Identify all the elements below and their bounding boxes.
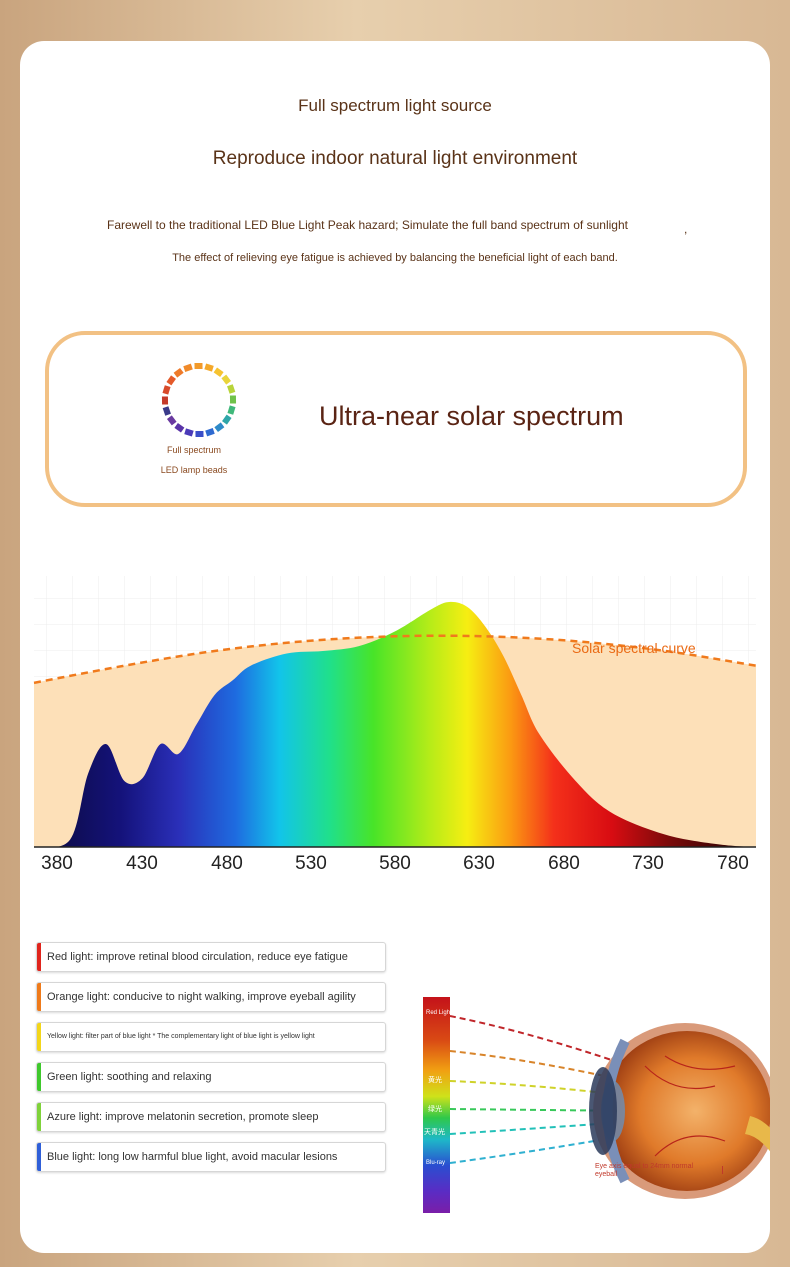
light-list-item: Red light: improve retinal blood circula… bbox=[36, 942, 386, 972]
wheel-segment bbox=[229, 395, 237, 404]
color-indicator bbox=[37, 983, 41, 1011]
color-indicator bbox=[37, 1023, 41, 1051]
wheel-segment bbox=[174, 423, 185, 433]
wheel-segment bbox=[183, 363, 193, 372]
wheel-segment bbox=[194, 362, 203, 370]
light-list-text: Azure light: improve melatonin secretion… bbox=[47, 1111, 319, 1123]
caption-marker bbox=[722, 1166, 723, 1174]
light-list-item: Green light: soothing and relaxing bbox=[36, 1062, 386, 1092]
wheel-label-led-beads: LED lamp beads bbox=[160, 465, 228, 475]
light-list-item: Yellow light: filter part of blue light … bbox=[36, 1022, 386, 1052]
bar-label-green: 绿光 bbox=[428, 1104, 442, 1113]
wheel-segment bbox=[184, 428, 194, 437]
wheel-segment bbox=[227, 405, 236, 415]
light-list-text: Orange light: conducive to night walking… bbox=[47, 991, 356, 1003]
led-spectrum-area bbox=[34, 601, 756, 848]
x-tick-label: 430 bbox=[126, 853, 158, 874]
light-list-text: Yellow light: filter part of blue light … bbox=[47, 1033, 315, 1040]
wheel-segment bbox=[173, 367, 184, 378]
light-list-item: Azure light: improve melatonin secretion… bbox=[36, 1102, 386, 1132]
light-list-text: Green light: soothing and relaxing bbox=[47, 1071, 212, 1083]
solar-curve-line bbox=[33, 634, 757, 685]
x-tick-label: 480 bbox=[211, 853, 243, 874]
wheel-segment bbox=[222, 414, 232, 425]
solar-curve-annotation: Solar spectral curve bbox=[572, 640, 696, 656]
solar-box-title: Ultra-near solar spectrum bbox=[319, 401, 624, 431]
wheel-segment bbox=[221, 374, 232, 385]
wheel-segment bbox=[227, 384, 236, 394]
color-indicator bbox=[37, 1143, 41, 1171]
eye-diagram: Red Light 黄光 绿光 天青光 Blu-ray bbox=[423, 997, 770, 1213]
x-tick-label: 630 bbox=[463, 853, 495, 874]
light-list-item: Orange light: conducive to night walking… bbox=[36, 982, 386, 1012]
ray-blue bbox=[449, 1115, 736, 1164]
x-tick-label: 680 bbox=[548, 853, 580, 874]
bar-label-blue: Blu-ray bbox=[426, 1160, 445, 1166]
description-comma: , bbox=[684, 222, 688, 236]
color-indicator bbox=[37, 1103, 41, 1131]
wheel-segment bbox=[162, 406, 171, 416]
wheel-segment bbox=[166, 415, 177, 426]
bar-label-yellow: 黄光 bbox=[428, 1075, 442, 1084]
wheel-segment bbox=[204, 363, 214, 372]
spectrum-chart: Solar spectral curve bbox=[33, 576, 757, 848]
wheel-segment bbox=[162, 385, 171, 395]
x-tick-label: 380 bbox=[41, 853, 73, 874]
color-indicator bbox=[37, 1063, 41, 1091]
bar-label-azure: 天青光 bbox=[424, 1127, 445, 1136]
light-list-text: Red light: improve retinal blood circula… bbox=[47, 951, 348, 963]
light-list-item: Blue light: long low harmful blue light,… bbox=[36, 1142, 386, 1172]
wheel-segment bbox=[214, 422, 225, 433]
color-wheel-icon bbox=[161, 362, 237, 438]
wheel-segment bbox=[166, 375, 176, 386]
x-tick-label: 730 bbox=[632, 853, 664, 874]
x-tick-label: 780 bbox=[717, 853, 749, 874]
ray-orange bbox=[449, 1050, 736, 1109]
page-subtitle: Reproduce indoor natural light environme… bbox=[212, 148, 578, 169]
wheel-segment bbox=[205, 428, 215, 437]
bar-label-red: Red Light bbox=[426, 1010, 452, 1016]
description-line-1: Farewell to the traditional LED Blue Lig… bbox=[107, 218, 628, 232]
solar-spectrum-box: Full spectrum LED lamp beads Ultra-near … bbox=[45, 331, 747, 507]
x-axis-ticks: 380 430 480 530 580 630 680 730 780 bbox=[20, 853, 770, 879]
eyeball-illustration bbox=[589, 1023, 770, 1199]
ray-yellow bbox=[449, 1080, 736, 1111]
wheel-segment bbox=[195, 430, 204, 438]
wheel-label-full-spectrum: Full spectrum bbox=[166, 445, 221, 455]
color-indicator bbox=[37, 943, 41, 971]
light-list-text: Blue light: long low harmful blue light,… bbox=[47, 1151, 338, 1163]
content-card: Full spectrum light source Reproduce ind… bbox=[20, 41, 770, 1253]
x-tick-label: 580 bbox=[379, 853, 411, 874]
eye-axis-caption: Eye axis equal to 24mm normal eyeball bbox=[595, 1163, 694, 1178]
light-color-bar bbox=[423, 997, 450, 1213]
wheel-segment bbox=[161, 396, 169, 405]
x-tick-label: 530 bbox=[295, 853, 327, 874]
description-line-2: The effect of relieving eye fatigue is a… bbox=[172, 252, 618, 264]
page-title: Full spectrum light source bbox=[298, 96, 492, 115]
wheel-segment bbox=[213, 367, 224, 377]
